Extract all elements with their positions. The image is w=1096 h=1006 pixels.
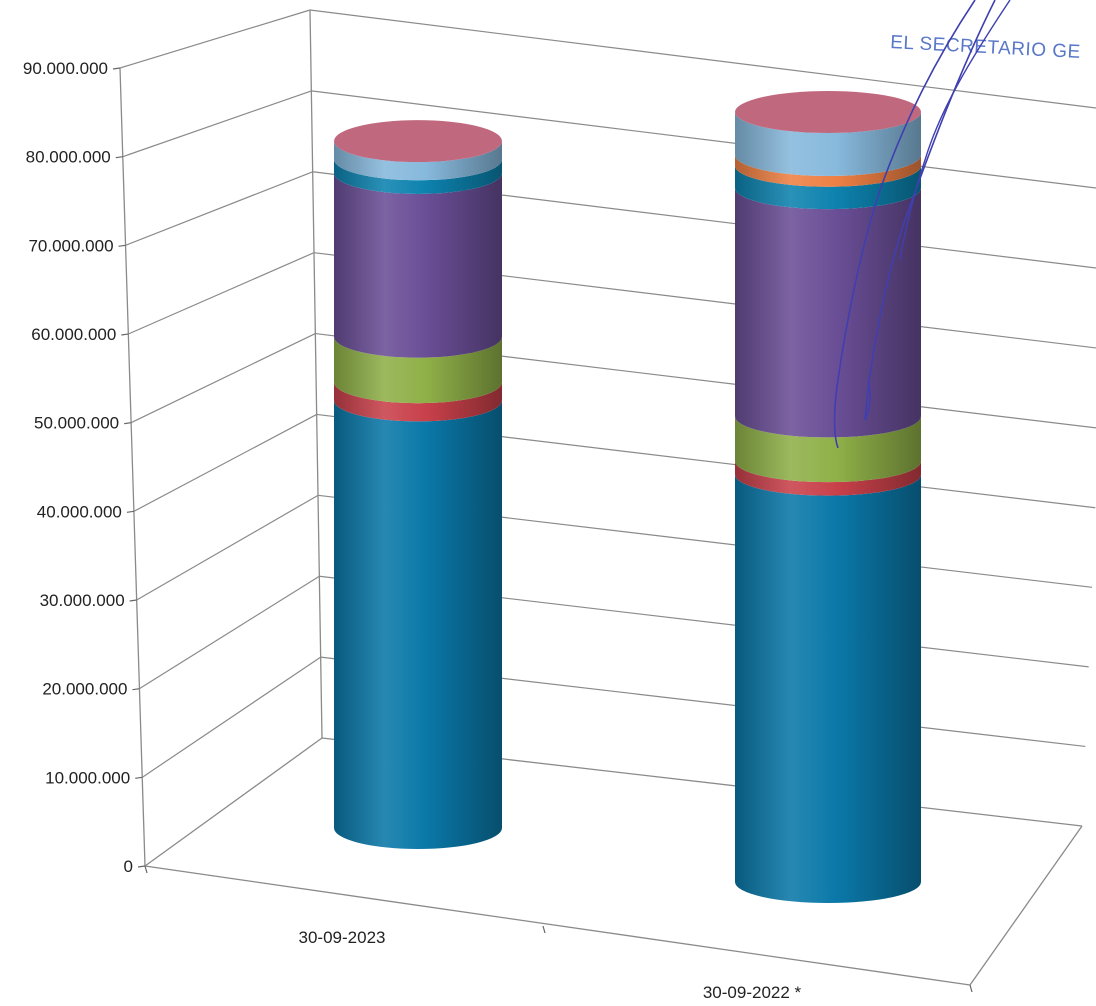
y-tick-label: 20.000.000 (42, 680, 127, 699)
gridline-side (122, 90, 312, 158)
y-tick-label: 30.000.000 (40, 591, 125, 610)
bar-segment (334, 336, 502, 404)
y-tick-label: 10.000.000 (45, 768, 130, 787)
back-wall-left-edge (309, 9, 323, 739)
cylinder-bar (735, 91, 921, 903)
y-tick-mark (121, 333, 129, 336)
y-axis-ticks: 0 10.000.000 20.000.000 30.000.000 40.000.00… (23, 59, 146, 876)
cylinder-top-cap (334, 120, 502, 163)
y-tick-label: 70.000.000 (28, 236, 113, 255)
bar-segment (334, 159, 502, 194)
gridline-side (130, 333, 316, 424)
x-tick-mark (144, 865, 148, 874)
x-axis-labels: 30-09-2023 30-09-2022 * (144, 865, 973, 1002)
x-tick-mark (969, 984, 973, 993)
bar-segment (735, 165, 921, 210)
bar-segment (735, 416, 921, 483)
x-axis-line (144, 865, 971, 986)
bar-segment (735, 188, 921, 438)
bar-segment (735, 154, 921, 187)
y-tick-mark (115, 156, 123, 159)
y-tick-mark (137, 865, 146, 868)
gridline-side (125, 171, 313, 246)
gridline-back (309, 9, 1096, 109)
x-category-label: 30-09-2023 (299, 928, 386, 947)
bar-segment (735, 461, 921, 496)
y-tick-mark (129, 599, 137, 602)
y-tick-label: 60.000.000 (31, 325, 116, 344)
y-tick-label: 90.000.000 (23, 59, 108, 78)
gridline-side (136, 494, 319, 601)
cylinder-top-cap (735, 91, 921, 133)
gridline-side (139, 575, 320, 690)
y-tick-mark (118, 244, 126, 247)
bar-segment (735, 474, 921, 903)
y-tick-label: 50.000.000 (34, 414, 119, 433)
y-tick-mark (132, 688, 140, 691)
y-tick-mark (124, 422, 132, 425)
floor-left-edge (144, 737, 323, 867)
gridline-back (311, 90, 1096, 189)
bar-segment (735, 112, 921, 176)
gridline-side (119, 9, 311, 69)
gridline-side (141, 656, 322, 778)
x-tick-mark (542, 925, 546, 934)
signature-stroke (899, 0, 1011, 261)
y-tick-mark (112, 67, 121, 70)
gridlines (119, 9, 1096, 778)
y-tick-label: 0 (124, 857, 133, 876)
bar-segment (334, 400, 502, 849)
bar-segment (334, 382, 502, 422)
y-tick-mark (126, 510, 134, 513)
bar-segment (334, 172, 502, 358)
chart-walls (119, 9, 1083, 986)
y-tick-label: 40.000.000 (37, 502, 122, 521)
floor-right-edge (969, 825, 1083, 986)
y-axis-line (119, 67, 146, 867)
bar-segment (334, 141, 502, 181)
cylinder-bar (334, 120, 502, 849)
gridline-side (128, 252, 315, 335)
y-tick-mark (135, 776, 143, 779)
bars (334, 91, 921, 903)
x-category-label: 30-09-2022 * (703, 983, 802, 1001)
signature-stroke (833, 0, 976, 449)
y-tick-label: 80.000.000 (26, 148, 111, 167)
gridline-side (133, 413, 317, 512)
